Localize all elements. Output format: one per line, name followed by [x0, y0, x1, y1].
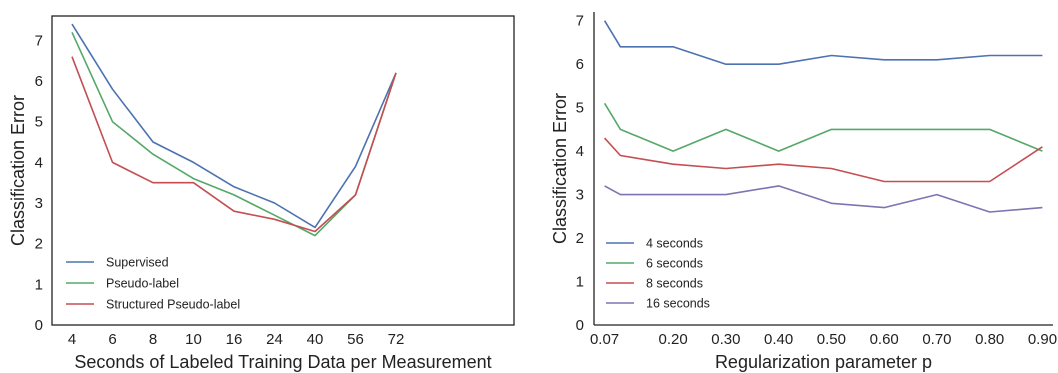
x-tick-label: 0.50 [817, 331, 846, 348]
series-line-structured-pseudo-label [71, 56, 397, 233]
x-tick-label: 10 [185, 331, 202, 348]
x-tick-label: 0.40 [764, 331, 793, 348]
x-axis-label: Seconds of Labeled Training Data per Mea… [74, 352, 491, 372]
x-tick-label: 8 [149, 331, 157, 348]
x-tick-label: 6 [108, 331, 116, 348]
series-line-pseudo-label [71, 31, 397, 237]
x-axis-label: Regularization parameter p [715, 352, 932, 372]
x-tick-label: 0.30 [711, 331, 740, 348]
y-tick-label: 7 [35, 32, 43, 49]
y-tick-label: 7 [576, 13, 584, 30]
legend-label-supervised: Supervised [106, 256, 169, 270]
right-chart-panel: 0 1 2 3 4 5 6 7 0.07 0.20 0.30 0.40 0.50 0.60 0.70 0.80… [550, 12, 1057, 372]
legend-label-16-seconds: 16 seconds [646, 297, 710, 311]
x-tick-label: 72 [388, 331, 405, 348]
series-line-supervised [71, 23, 397, 229]
y-tick-label: 1 [35, 276, 43, 293]
series-line-8-seconds [604, 137, 1043, 183]
y-tick-label: 5 [576, 100, 584, 117]
series-line-4-seconds [603, 20, 1043, 65]
y-tick-label: 0 [35, 317, 43, 334]
x-tick-label: 56 [347, 331, 364, 348]
y-tick-label: 4 [35, 154, 43, 171]
x-tick-label: 0.07 [590, 331, 619, 348]
legend-label-4-seconds: 4 seconds [646, 237, 703, 251]
y-tick-label: 5 [35, 114, 43, 131]
legend-label-structured-pseudo-label: Structured Pseudo-label [106, 298, 240, 312]
y-axis-label: Classification Error [550, 93, 570, 244]
legend-label-8-seconds: 8 seconds [646, 277, 703, 291]
y-tick-label: 1 [576, 274, 584, 291]
x-tick-label: 0.90 [1028, 331, 1057, 348]
series-line-16-seconds [604, 185, 1043, 213]
y-tick-label: 6 [35, 73, 43, 90]
y-tick-label: 2 [35, 236, 43, 253]
legend-label-6-seconds: 6 seconds [646, 257, 703, 271]
y-tick-label: 3 [576, 187, 584, 204]
y-tick-label: 0 [576, 317, 584, 334]
x-tick-label: 4 [68, 331, 76, 348]
x-tick-label: 0.20 [659, 331, 688, 348]
y-tick-label: 3 [35, 195, 43, 212]
y-axis-label: Classification Error [8, 95, 28, 246]
x-tick-label: 24 [266, 331, 283, 348]
x-tick-label: 40 [307, 331, 324, 348]
x-tick-label: 16 [226, 331, 243, 348]
y-tick-label: 6 [576, 56, 584, 73]
series-line-6-seconds [603, 102, 1043, 152]
y-tick-label: 4 [576, 143, 584, 160]
y-tick-label: 2 [576, 230, 584, 247]
x-tick-label: 0.80 [975, 331, 1004, 348]
legend-label-pseudo-label: Pseudo-label [106, 277, 179, 291]
x-tick-label: 0.60 [870, 331, 899, 348]
left-plot-frame [51, 15, 515, 326]
x-tick-label: 0.70 [922, 331, 951, 348]
